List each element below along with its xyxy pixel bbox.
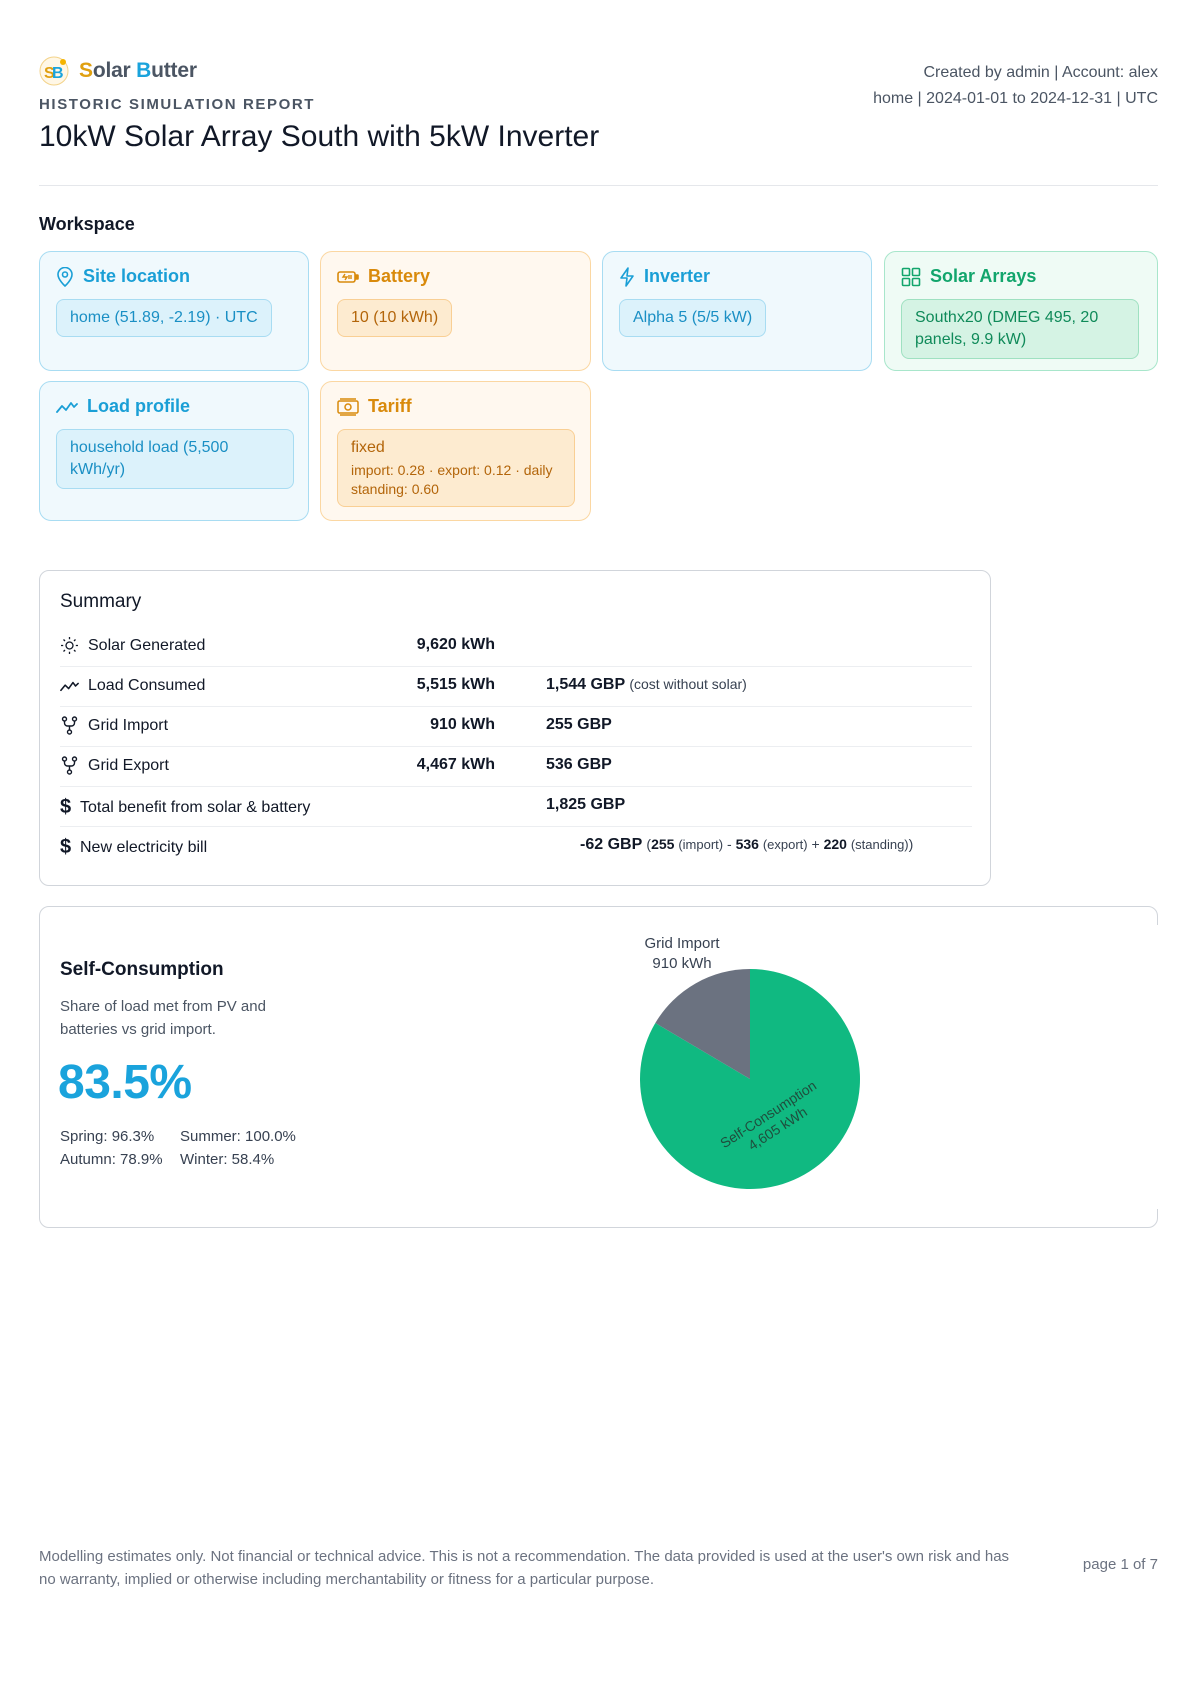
site-location-card: Site location home (51.89, -2.19) · UTC <box>39 251 309 371</box>
self-consumption-percent: 83.5% <box>58 1056 192 1109</box>
summary-energy-import: 910 kWh <box>430 716 495 733</box>
report-title: 10kW Solar Array South with 5kW Inverter <box>39 120 600 153</box>
report-meta: Created by admin | Account: alex home | … <box>873 60 1158 112</box>
summary-cost-load-note: (cost without solar) <box>629 676 747 692</box>
tariff-value: fixed import: 0.28 · export: 0.12 · dail… <box>337 429 575 507</box>
inverter-card: Inverter Alpha 5 (5/5 kW) <box>602 251 872 371</box>
trend-icon <box>56 401 78 413</box>
tariff-label: Tariff <box>368 396 412 416</box>
summary-cost-benefit: 1,825 GBP <box>546 796 626 813</box>
meta-site-period: home | 2024-01-01 to 2024-12-31 | UTC <box>873 90 1158 107</box>
self-consumption-pie-chart: Self-Consumption 4,605 kWh Grid Import 910 … <box>600 923 900 1223</box>
solar-arrays-value: Southx20 (DMEG 495, 20 panels, 9.9 kW) <box>901 299 1139 359</box>
summary-title: Summary <box>60 591 142 612</box>
fork-icon <box>60 716 79 735</box>
dollar-icon: $ <box>60 796 72 818</box>
pie-label-grid-import-value: 910 kWh <box>652 955 711 972</box>
summary-label-bill: New electricity bill <box>80 838 208 856</box>
summary-energy-solar: 9,620 kWh <box>416 636 495 653</box>
summary-row-load: Load Consumed 5,515 kWh 1,544 GBP (cost … <box>60 667 972 707</box>
battery-icon <box>337 270 359 283</box>
summary-label-export: Grid Export <box>88 756 169 774</box>
season-autumn: Autumn: 78.9% <box>60 1151 163 1168</box>
load-profile-label: Load profile <box>87 396 190 416</box>
workspace-title: Workspace <box>39 214 135 234</box>
self-consumption-panel: Self-Consumption Share of load met from … <box>39 906 1159 1228</box>
summary-energy-export: 4,467 kWh <box>416 756 495 773</box>
fork-icon <box>60 756 79 775</box>
trend-icon <box>60 676 79 695</box>
brand-name: Solar Butter <box>79 59 197 82</box>
inverter-value: Alpha 5 (5/5 kW) <box>619 299 767 337</box>
page-number: page 1 of 7 <box>1082 1556 1158 1573</box>
solar-arrays-card: Solar Arrays Southx20 (DMEG 495, 20 pane… <box>884 251 1158 371</box>
summary-label-load: Load Consumed <box>88 676 206 694</box>
season-breakdown: Spring: 96.3% Summer: 100.0% Autumn: 78.… <box>60 1125 300 1171</box>
summary-label-benefit: Total benefit from solar & battery <box>80 798 311 816</box>
meta-created-by: Created by admin | Account: alex <box>923 64 1158 81</box>
map-pin-icon <box>57 266 73 287</box>
summary-row-import: Grid Import 910 kWh 255 GBP <box>60 707 972 747</box>
self-consumption-title: Self-Consumption <box>60 959 224 980</box>
summary-energy-load: 5,515 kWh <box>416 676 495 693</box>
dollar-icon: $ <box>60 836 72 858</box>
battery-card: Battery 10 (10 kWh) <box>320 251 591 371</box>
lightning-icon <box>620 266 634 287</box>
summary-label-solar: Solar Generated <box>88 636 206 654</box>
load-profile-value: household load (5,500 kWh/yr) <box>56 429 294 489</box>
footer-disclaimer: Modelling estimates only. Not financial … <box>39 1548 1010 1588</box>
pie-label-grid-import-name: Grid Import <box>644 935 720 952</box>
summary-row-benefit: $ Total benefit from solar & battery 1,82… <box>60 787 972 827</box>
summary-cost-load-value: 1,544 GBP <box>546 676 625 693</box>
summary-row-export: Grid Export 4,467 kWh 536 GBP <box>60 747 972 787</box>
battery-value: 10 (10 kWh) <box>337 299 453 337</box>
tariff-type: fixed <box>351 439 385 456</box>
tariff-rates: import: 0.28 · export: 0.12 · daily stan… <box>351 462 553 497</box>
battery-label: Battery <box>368 266 431 286</box>
brand-logo: S B Solar Butter <box>39 56 197 86</box>
tariff-card: Tariff fixed import: 0.28 · export: 0.12… <box>320 381 591 521</box>
grid-icon <box>901 267 921 286</box>
solar-arrays-label: Solar Arrays <box>930 266 1037 286</box>
site-location-value: home (51.89, -2.19) · UTC <box>56 299 272 337</box>
bill-breakdown: (255 (import) - 536 (export) + 220 (stan… <box>646 836 914 852</box>
site-location-label: Site location <box>83 266 191 286</box>
summary-label-import: Grid Import <box>88 716 169 734</box>
season-spring: Spring: 96.3% <box>60 1128 155 1145</box>
season-summer: Summer: 100.0% <box>180 1128 296 1145</box>
svg-text:B: B <box>52 65 64 82</box>
summary-cost-load: 1,544 GBP (cost without solar) <box>546 676 747 694</box>
summary-cost-bill-value: -62 GBP <box>580 836 642 853</box>
report-header: S B Solar Butter HISTORIC SIMULATION REP… <box>39 56 1158 186</box>
solar-butter-logo-icon: S B <box>39 56 69 86</box>
load-profile-card: Load profile household load (5,500 kWh/y… <box>39 381 309 521</box>
summary-cost-import: 255 GBP <box>546 716 612 733</box>
summary-cost-export: 536 GBP <box>546 756 612 773</box>
season-winter: Winter: 58.4% <box>180 1151 275 1168</box>
summary-cost-bill: -62 GBP (255 (import) - 536 (export) + 2… <box>580 836 913 854</box>
summary-row-bill: $ New electricity bill -62 GBP (255 (impo… <box>60 827 972 867</box>
inverter-label: Inverter <box>644 266 711 286</box>
pie-slice-grid-import <box>655 969 750 1079</box>
report-kicker: HISTORIC SIMULATION REPORT <box>39 96 316 113</box>
summary-panel: Summary Solar Generated 9,620 kWh Load C… <box>39 570 991 886</box>
self-consumption-description: Share of load met from PV and batteries … <box>60 998 266 1038</box>
banknote-icon <box>337 397 359 416</box>
svg-text:S: S <box>44 65 55 82</box>
summary-row-solar: Solar Generated 9,620 kWh <box>60 627 972 667</box>
sun-icon <box>60 636 79 655</box>
